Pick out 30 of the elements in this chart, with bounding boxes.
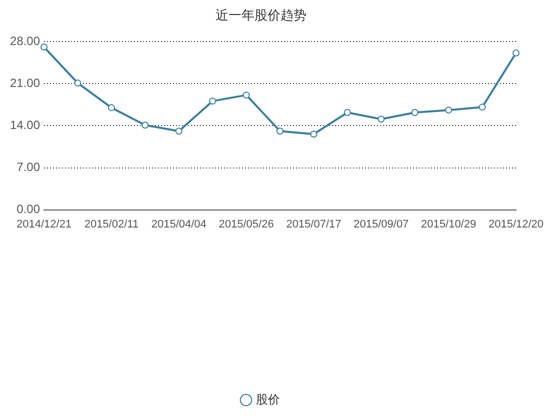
x-tick-label: 2015/12/20 [488, 218, 544, 230]
point [175, 128, 182, 135]
y-tick-label: 28.00 [10, 34, 40, 48]
point [74, 80, 82, 87]
point [276, 128, 284, 135]
point [310, 130, 318, 138]
point [512, 50, 520, 57]
point [378, 116, 385, 123]
y-tick-label: 21.00 [10, 76, 40, 90]
point [108, 104, 115, 112]
point [445, 106, 452, 114]
y-tick-label: 0.00 [16, 202, 40, 216]
x-tick-label: 2015/04/04 [151, 218, 206, 230]
x-tick-label: 2015/02/11 [84, 218, 139, 230]
x-tick-label: 2015/09/07 [354, 218, 409, 230]
point [242, 92, 250, 99]
chart-title: 近一年股价趋势 [216, 7, 306, 22]
point [40, 44, 48, 51]
y-tick-label: 7.00 [16, 160, 40, 174]
x-tick-label: 2015/05/26 [218, 218, 274, 230]
y-tick-label: 14.00 [10, 118, 40, 132]
point [209, 98, 216, 105]
point [142, 122, 149, 129]
x-tick-label: 2014/12/21 [16, 218, 72, 230]
point [344, 108, 351, 116]
x-tick-label: 2015/07/17 [286, 218, 342, 230]
point [411, 108, 418, 116]
x-tick-label: 2015/10/29 [421, 218, 476, 230]
point [478, 104, 486, 111]
legend-label: 股价 [256, 392, 280, 406]
